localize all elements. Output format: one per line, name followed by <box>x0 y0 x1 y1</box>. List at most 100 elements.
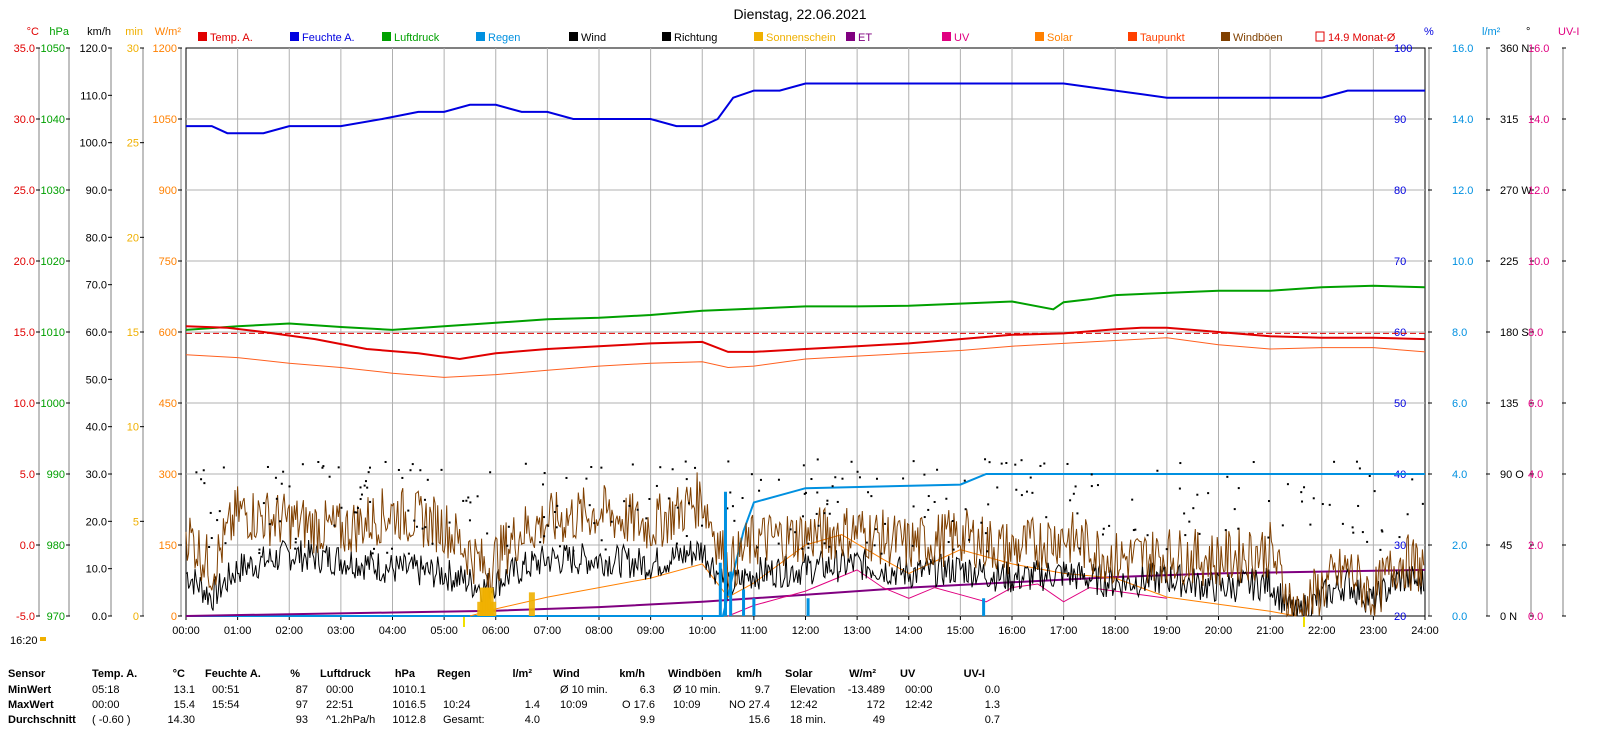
wind-direction-dot <box>1301 500 1304 503</box>
wind-direction-dot <box>1267 536 1270 539</box>
axis-tick-label-left: 1020 <box>41 256 65 268</box>
wind-direction-dot <box>694 466 697 469</box>
table-cell-time: 10:24 <box>443 699 471 711</box>
wind-direction-dot <box>810 478 813 481</box>
wind-direction-dot <box>807 542 810 545</box>
table-cell-time: 22:51 <box>326 699 354 711</box>
axis-tick-label-right: 2.0 <box>1528 540 1543 552</box>
wind-direction-dot <box>987 503 990 506</box>
axis-tick-label-right: 30 <box>1394 540 1406 552</box>
table-unit: km/h <box>619 668 645 680</box>
wind-direction-dot <box>980 521 983 524</box>
table-cell-time: Elevation <box>790 684 836 696</box>
axis-tick-label-right: 90 <box>1394 114 1406 126</box>
wind-direction-dot <box>224 542 227 545</box>
wind-direction-dot <box>1165 548 1168 551</box>
table-cell-value: 6.3 <box>639 684 655 696</box>
axis-tick-label-left: 0 <box>171 611 177 623</box>
wind-direction-dot <box>1015 488 1018 491</box>
table-cell-time: 00:00 <box>326 684 354 696</box>
wind-direction-dot <box>1031 491 1034 494</box>
wind-direction-dot <box>826 499 829 502</box>
wind-direction-dot <box>1379 548 1382 551</box>
wind-direction-dot <box>274 476 277 479</box>
wind-direction-dot <box>321 466 324 469</box>
wind-direction-dot <box>648 497 651 500</box>
axis-tick-label-right: 180 S <box>1500 327 1529 339</box>
wind-direction-dot <box>831 485 834 488</box>
wind-direction-dot <box>1358 467 1361 470</box>
axis-tick-label-left: 5 <box>133 516 139 528</box>
wind-direction-dot <box>593 522 596 525</box>
table-cell-time: 10:09 <box>673 699 701 711</box>
table-cell-time: 05:18 <box>92 684 120 696</box>
wind-direction-dot <box>275 497 278 500</box>
axis-tick-label-right: 8.0 <box>1528 327 1543 339</box>
wind-direction-dot <box>1005 462 1008 465</box>
axis-unit-left: km/h <box>87 26 111 38</box>
table-cell-value: O 17.6 <box>621 699 655 711</box>
axis-tick-label-left: 20 <box>127 232 139 244</box>
table-unit: l/m² <box>512 668 532 680</box>
x-tick-label: 15:00 <box>947 625 975 637</box>
axis-tick-label-right: 80 <box>1394 185 1406 197</box>
wind-direction-dot <box>933 500 936 503</box>
wind-direction-dot <box>1183 512 1186 515</box>
wind-direction-dot <box>1020 459 1023 462</box>
wind-direction-dot <box>804 491 807 494</box>
wind-direction-dot <box>222 466 225 469</box>
axis-unit-left: min <box>125 26 143 38</box>
wind-direction-dot <box>789 528 792 531</box>
wind-direction-dot <box>731 505 734 508</box>
wind-direction-dot <box>1328 503 1331 506</box>
table-cell-value: 1.4 <box>524 699 540 711</box>
weather-chart: Dienstag, 22.06.2021 Temp. A. Feuchte A. Lu… <box>10 6 1579 647</box>
table-cell-value: 15.4 <box>173 699 195 711</box>
axis-tick-label-left: 30.0 <box>14 114 35 126</box>
table-cell-value: 0.0 <box>984 684 1000 696</box>
x-tick-label: 14:00 <box>895 625 923 637</box>
wind-direction-dot <box>1321 503 1324 506</box>
x-tick-label: 08:00 <box>585 625 613 637</box>
table-cell-value: 9.7 <box>754 684 770 696</box>
wind-direction-dot <box>874 528 877 531</box>
wind-direction-dot <box>426 478 429 481</box>
legend-label: Solar <box>1047 32 1073 44</box>
axis-tick-label-right: 14.0 <box>1452 114 1473 126</box>
wind-direction-dot <box>803 492 806 495</box>
wind-direction-dot <box>841 477 844 480</box>
wind-direction-dot <box>1352 531 1355 534</box>
x-tick-label: 18:00 <box>1101 625 1129 637</box>
axis-tick-label-left: 600 <box>159 327 177 339</box>
wind-direction-dot <box>858 476 861 479</box>
wind-direction-dot <box>328 475 331 478</box>
wind-direction-dot <box>741 497 744 500</box>
wind-direction-dot <box>758 489 761 492</box>
axis-tick-label-right: 360 N <box>1500 43 1529 55</box>
legend-swatch <box>1221 32 1230 41</box>
series-uv <box>727 569 1167 617</box>
table-header: UV <box>900 668 916 680</box>
table-cell-time: 18 min. <box>790 714 827 726</box>
wind-direction-dot <box>676 506 679 509</box>
wind-direction-dot <box>952 548 955 551</box>
wind-direction-dot <box>195 471 198 474</box>
axis-tick-label-left: 0.0 <box>20 540 35 552</box>
wind-direction-dot <box>826 503 829 506</box>
wind-direction-dot <box>659 466 662 469</box>
wind-direction-dot <box>873 544 876 547</box>
wind-direction-dot <box>543 535 546 538</box>
wind-direction-dot <box>588 504 591 507</box>
wind-direction-dot <box>671 468 674 471</box>
wind-direction-dot <box>729 491 732 494</box>
axis-tick-label-right: 6.0 <box>1452 398 1467 410</box>
axis-tick-label-left: 1200 <box>153 43 177 55</box>
wind-direction-dot <box>777 542 780 545</box>
table-header: Feuchte A. <box>205 668 261 680</box>
wind-direction-dot <box>1333 460 1336 463</box>
wind-direction-dot <box>203 482 206 485</box>
axis-tick-label-left: 70.0 <box>86 280 107 292</box>
wind-direction-dot <box>1043 462 1046 465</box>
wind-direction-dot <box>945 497 948 500</box>
wind-direction-dot <box>684 460 687 463</box>
